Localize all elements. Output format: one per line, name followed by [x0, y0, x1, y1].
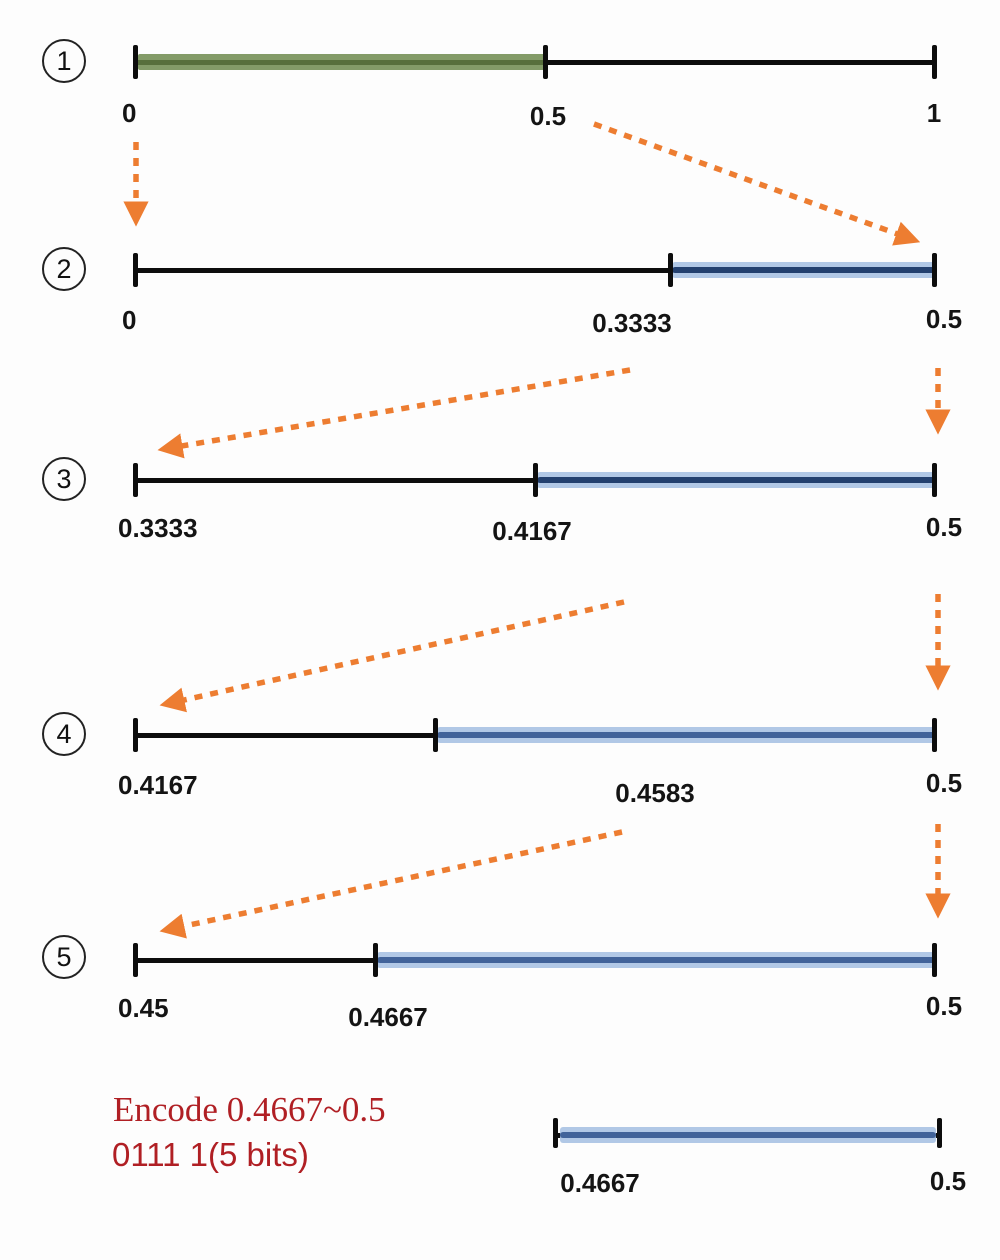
interval-highlight-core-step3: [537, 477, 935, 483]
tick-step2-right: [932, 253, 937, 287]
tick-step5-mid: [373, 943, 378, 977]
axis-label: 0.5: [529, 101, 567, 131]
axis-label: 0.5: [929, 1166, 967, 1196]
tick-step5-right: [932, 943, 937, 977]
tick-step4-mid: [433, 718, 438, 752]
arrow-step2-mid-to-step3-left: [157, 367, 631, 459]
step-badge-3: 3: [42, 457, 86, 501]
interval-highlight-step1: [138, 54, 545, 70]
arrow-step4-mid-to-step5-left: [159, 829, 623, 939]
axis-label: 0.4667: [348, 1002, 428, 1032]
axis-label: 0.4167: [492, 516, 572, 546]
arrow-step3-mid-to-step4-left: [159, 599, 625, 713]
axis-label: 0.4583: [615, 778, 695, 808]
axis-label: 0.5: [925, 991, 963, 1021]
step-badge-1: 1: [42, 39, 86, 83]
tick-step2-left: [133, 253, 138, 287]
axis-label: 0.3333: [592, 308, 672, 338]
tick-step3-left: [133, 463, 138, 497]
interval-highlight-core-step5: [377, 957, 935, 963]
axis-label: 0.3333: [118, 513, 198, 543]
tick-step3-mid: [533, 463, 538, 497]
axis-label: 0.45: [118, 993, 169, 1023]
tick-step1-right: [932, 45, 937, 79]
axis-label: 0.5: [925, 304, 963, 334]
tick-step4-right: [932, 718, 937, 752]
arrow-step1-mid-to-step2-right: [593, 121, 921, 246]
tick-step1-mid: [543, 45, 548, 79]
step-badge-5: 5: [42, 935, 86, 979]
tick-step4-left: [133, 718, 138, 752]
tick-step2-mid: [668, 253, 673, 287]
axis-label: 1: [926, 98, 942, 128]
axis-label: 0: [122, 98, 137, 128]
step-badge-2: 2: [42, 247, 86, 291]
axis-label: 0.5: [925, 512, 963, 542]
tick-result-right: [937, 1118, 942, 1148]
tick-step1-left: [133, 45, 138, 79]
tick-step3-right: [932, 463, 937, 497]
encode-range-text: Encode 0.4667~0.5: [113, 1090, 386, 1129]
step-badge-4: 4: [42, 712, 86, 756]
encode-bits-text: 0111 1(5 bits): [112, 1136, 309, 1173]
interval-highlight-core-step2: [672, 267, 935, 273]
axis-label: 0.4667: [560, 1168, 640, 1198]
tick-result-left: [553, 1118, 558, 1148]
interval-highlight-core-result: [560, 1132, 936, 1138]
interval-highlight-core-step4: [437, 732, 935, 738]
numberline-step2: [135, 268, 935, 273]
axis-label: 0.5: [925, 768, 963, 798]
axis-label: 0: [122, 305, 137, 335]
tick-step5-left: [133, 943, 138, 977]
axis-label: 0.4167: [118, 770, 198, 800]
